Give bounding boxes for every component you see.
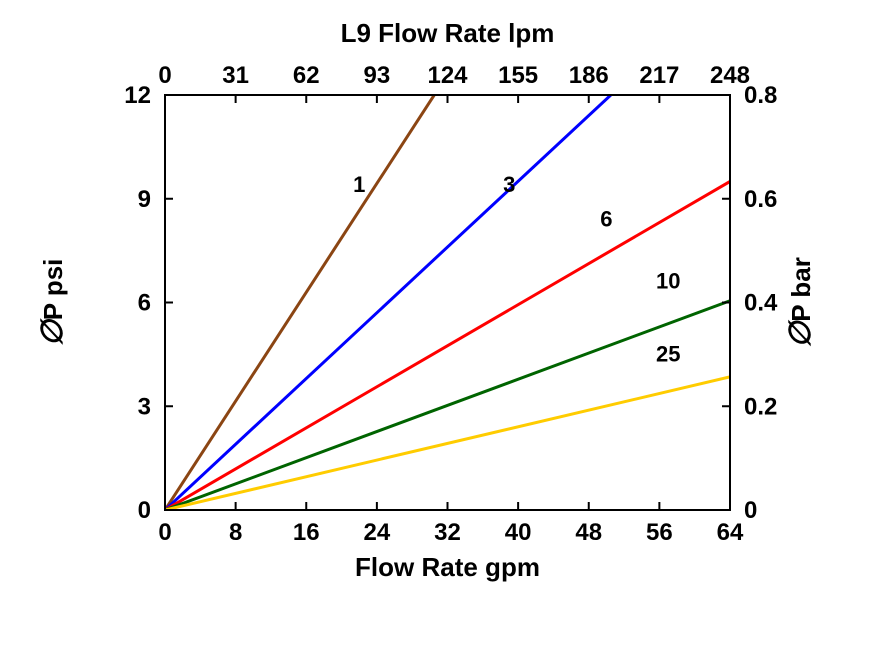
chart-svg: 0816243240485664031629312415518621724803…	[0, 0, 878, 646]
x-bottom-tick-label: 64	[717, 519, 744, 546]
x-top-tick-label: 186	[569, 62, 609, 89]
x-top-tick-label: 124	[427, 62, 468, 89]
y-right-label: ∅P bar	[784, 257, 817, 348]
x-bottom-tick-label: 16	[293, 519, 320, 546]
series-label-10: 10	[656, 269, 680, 294]
y-right-tick-label: 0.6	[744, 186, 777, 213]
x-bottom-tick-label: 0	[158, 519, 171, 546]
y-left-tick-label: 12	[124, 82, 151, 109]
plot-border	[165, 95, 730, 510]
x-bottom-tick-label: 32	[434, 519, 461, 546]
series-label-6: 6	[600, 206, 612, 231]
series-line-10	[165, 301, 730, 510]
y-left-tick-label: 0	[138, 497, 151, 524]
x-top-tick-label: 93	[364, 62, 391, 89]
x-bottom-tick-label: 48	[575, 519, 602, 546]
x-bottom-tick-label: 8	[229, 519, 242, 546]
y-right-tick-label: 0	[744, 497, 757, 524]
svg-text:∅P psi: ∅P psi	[36, 259, 69, 347]
y-left-tick-label: 3	[138, 393, 151, 420]
title-top: L9 Flow Rate lpm	[341, 18, 555, 48]
series-line-25	[165, 377, 730, 510]
series-label-1: 1	[353, 172, 365, 197]
x-bottom-tick-label: 24	[364, 519, 391, 546]
x-top-tick-label: 62	[293, 62, 320, 89]
x-top-tick-label: 155	[498, 62, 538, 89]
y-right-tick-label: 0.4	[744, 290, 778, 317]
y-left-tick-label: 9	[138, 186, 151, 213]
series-label-25: 25	[656, 341, 680, 366]
x-bottom-label: Flow Rate gpm	[355, 552, 540, 582]
series-label-3: 3	[503, 172, 515, 197]
chart-container: 0816243240485664031629312415518621724803…	[0, 0, 878, 646]
x-bottom-tick-label: 56	[646, 519, 673, 546]
svg-text:∅P bar: ∅P bar	[784, 257, 817, 348]
y-left-label: ∅P psi	[36, 259, 69, 347]
y-right-tick-label: 0.2	[744, 393, 777, 420]
series-line-6	[165, 181, 730, 510]
series-line-1	[165, 95, 434, 510]
series-line-3	[165, 95, 611, 510]
x-top-tick-label: 217	[639, 62, 679, 89]
x-bottom-tick-label: 40	[505, 519, 532, 546]
x-top-tick-label: 0	[158, 62, 171, 89]
y-right-tick-label: 0.8	[744, 82, 777, 109]
y-left-tick-label: 6	[138, 290, 151, 317]
x-top-tick-label: 31	[222, 62, 249, 89]
